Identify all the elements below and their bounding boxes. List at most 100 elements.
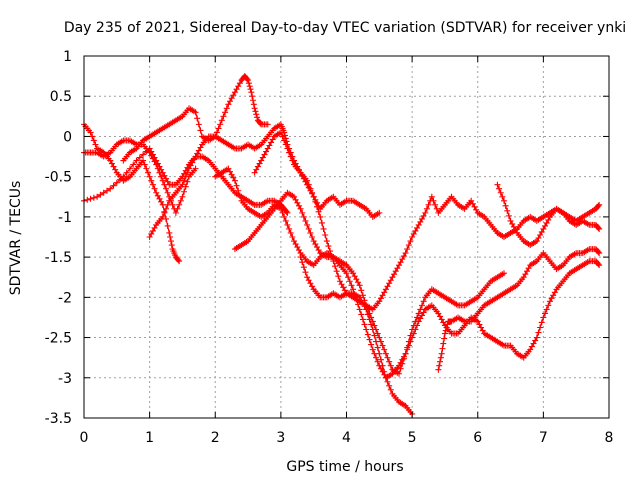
data-point-marker [304,274,311,281]
interp-point-marker [190,156,197,163]
interp-point-marker [535,329,542,336]
interp-point-marker [346,278,353,285]
interp-point-marker [309,283,316,290]
data-point-marker [501,270,507,277]
interp-point-marker [381,346,388,353]
interp-point-marker [542,222,549,229]
interp-point-marker [522,271,529,278]
interp-point-marker [158,166,165,173]
data-point-marker [376,298,383,305]
interp-point-marker [294,199,301,206]
interp-point-marker [259,154,266,161]
data-point-marker [520,274,527,281]
data-point-marker [159,213,166,220]
interp-point-marker [307,280,314,287]
interp-point-marker [287,229,294,236]
interp-point-marker [182,173,189,180]
interp-point-marker [423,205,430,212]
tick-labels: 0 1 2 3 4 5 6 7 8 -3.5 -3 -2.5 -2 -1.5 -1 -0.5 0 0.5 1 [45,49,614,446]
data-point-marker [533,238,540,245]
data-point-marker [596,250,603,257]
interp-point-marker [227,168,234,175]
interp-point-marker [496,185,503,192]
data-point-marker [159,169,166,176]
x-tick-label: 2 [211,430,220,446]
interp-point-marker [440,340,447,347]
interp-point-marker [195,121,202,128]
interp-point-marker [391,271,398,278]
interp-point-marker [141,161,148,168]
interp-point-marker [289,234,296,240]
interp-point-marker [163,185,170,192]
data-point-marker [258,157,265,164]
interp-point-marker [545,216,552,223]
data-point-marker [146,234,153,240]
chart-title: Day 235 of 2021, Sidereal Day-to-day VTE… [64,20,626,36]
data-point-marker [422,209,429,216]
interp-point-marker [373,338,380,345]
interp-point-marker [397,359,404,366]
data-point-marker [317,213,324,220]
data-point-marker [540,314,547,321]
interp-point-marker [366,316,373,323]
interp-point-marker [437,358,444,365]
interp-point-marker [476,321,483,328]
interp-point-marker [384,283,391,290]
interp-point-marker [108,160,115,167]
data-point-marker [369,346,376,353]
interp-point-marker [97,191,104,198]
data-point-marker [350,270,357,277]
interp-point-marker [149,181,156,188]
data-point-marker [468,197,475,204]
interp-point-marker [163,175,170,182]
data-point-marker [225,101,232,108]
interp-point-marker [197,144,204,151]
data-point-marker [153,157,160,164]
data-point-marker [291,238,297,245]
interp-point-marker [292,196,299,203]
interp-point-marker [374,330,381,337]
interp-point-marker [163,205,170,212]
interp-point-marker [307,185,314,192]
interp-point-marker [405,342,412,349]
data-point-marker [225,165,232,172]
interp-point-marker [235,187,242,194]
interp-point-marker [154,192,161,199]
interp-point-marker [90,194,97,201]
data-point-marker [435,310,442,317]
interp-point-marker [404,246,411,253]
interp-point-marker [167,238,174,245]
data-point-marker [527,346,534,353]
interp-point-marker [266,142,273,149]
interp-point-marker [194,150,201,157]
interp-point-marker [595,249,602,256]
interp-point-marker [307,229,314,236]
interp-point-marker [414,224,421,231]
interp-point-marker [92,141,99,148]
data-point-marker [120,173,127,180]
interp-point-marker [100,189,107,196]
series-7 [231,189,603,381]
data-point-marker [402,350,409,357]
data-point-marker [438,350,445,357]
interp-point-marker [151,154,158,161]
interp-point-marker [282,141,289,148]
data-point-marker [435,366,442,373]
series-10 [435,246,603,373]
interp-point-marker [300,213,307,220]
interp-point-marker [215,125,222,132]
interp-point-marker [327,248,334,255]
data-point-marker [396,262,402,269]
interp-point-marker [528,343,535,350]
interp-point-marker [250,101,257,108]
interp-point-marker [354,279,361,286]
interp-point-marker [148,148,155,155]
x-tick-label: 5 [408,430,417,446]
axis-ticks [83,55,610,419]
data-point-marker [428,193,435,200]
data-point-marker [546,298,553,305]
interp-point-marker [164,178,171,185]
interp-point-marker [312,198,319,205]
interp-point-marker [437,313,444,320]
